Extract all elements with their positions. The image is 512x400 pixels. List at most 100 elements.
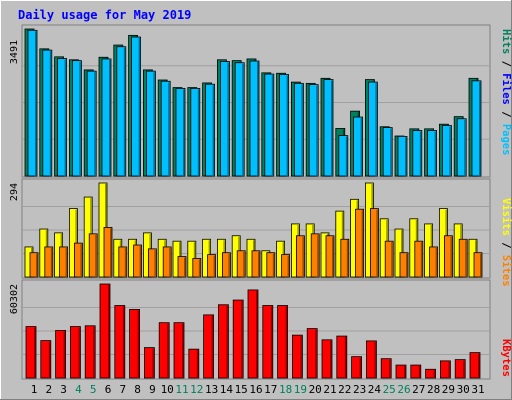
bar-sites-day-28 <box>429 246 439 278</box>
bar-sites-day-20 <box>310 233 320 278</box>
x-tick-label-day-8: 8 <box>134 383 141 396</box>
bar-shade-sites-day-14 <box>228 253 230 277</box>
bar-files-day-1 <box>27 29 38 177</box>
bar-shade-kbytes-day-25 <box>389 359 391 378</box>
bar-shade-kbytes-day-5 <box>93 326 95 378</box>
bar-sites-day-12 <box>192 258 202 278</box>
bar-kbytes-day-21 <box>321 339 333 379</box>
bar-kbytes-day-17 <box>262 305 274 379</box>
panel-hits-files-legend: Hits / Files / Pages <box>500 29 512 155</box>
bar-shade-sites-day-16 <box>258 251 260 277</box>
bar-sites-day-29 <box>443 235 453 278</box>
bar-shade-sites-day-17 <box>272 253 275 277</box>
bar-shade-files-day-20 <box>316 85 318 176</box>
bar-shade-files-day-24 <box>375 83 377 176</box>
bar-shade-sites-day-1 <box>36 253 38 277</box>
bar-kbytes-day-15 <box>232 299 244 379</box>
bar-shade-files-day-19 <box>301 84 303 176</box>
bar-files-day-17 <box>264 73 275 177</box>
bar-shade-sites-day-12 <box>198 259 201 277</box>
bar-files-day-12 <box>190 88 201 177</box>
bar-kbytes-day-8 <box>129 309 141 379</box>
x-tick-label-day-7: 7 <box>119 383 126 396</box>
bar-shade-kbytes-day-28 <box>433 370 436 378</box>
bar-sites-day-22 <box>340 238 350 278</box>
bar-files-day-21 <box>323 79 334 177</box>
x-tick-label-day-5: 5 <box>90 383 97 396</box>
x-tick-label-day-22: 22 <box>338 383 351 396</box>
bar-sites-day-14 <box>221 252 231 278</box>
bar-sites-day-15 <box>236 250 246 278</box>
bar-shade-kbytes-day-23 <box>359 357 362 378</box>
bar-kbytes-day-1 <box>25 326 37 379</box>
bar-files-day-19 <box>293 82 304 177</box>
x-tick-label-day-2: 2 <box>45 383 52 396</box>
bar-shade-sites-day-2 <box>50 247 53 277</box>
bar-sites-day-13 <box>207 254 217 278</box>
bar-sites-day-21 <box>325 235 335 278</box>
bar-shade-files-day-22 <box>345 136 348 176</box>
bar-kbytes-day-10 <box>158 322 170 379</box>
bar-shade-sites-day-21 <box>332 236 334 277</box>
x-tick-label-day-9: 9 <box>149 383 156 396</box>
bar-shade-sites-day-31 <box>480 253 482 277</box>
bar-shade-kbytes-day-16 <box>256 290 258 378</box>
panel-visits-sites-max-label: 294 <box>9 183 20 201</box>
bar-files-day-16 <box>249 60 260 177</box>
bar-shade-kbytes-day-2 <box>48 341 51 378</box>
x-tick-label-day-29: 29 <box>442 383 455 396</box>
bar-kbytes-day-30 <box>454 359 466 379</box>
bar-shade-sites-day-4 <box>80 244 82 277</box>
bar-shade-kbytes-day-9 <box>152 348 154 378</box>
bar-shade-sites-day-7 <box>124 247 127 277</box>
bar-shade-sites-day-25 <box>391 242 393 277</box>
bar-files-day-4 <box>72 60 82 177</box>
bar-shade-kbytes-day-4 <box>78 327 80 378</box>
panel-hits-files-max-label: 3491 <box>9 40 20 64</box>
x-tick-label-day-18: 18 <box>279 383 292 396</box>
bar-shade-files-day-26 <box>405 137 407 176</box>
bar-kbytes-day-22 <box>336 335 348 379</box>
bar-shade-sites-day-27 <box>420 242 423 277</box>
bar-files-day-2 <box>42 49 53 177</box>
legend-files: Files <box>500 73 512 105</box>
bar-sites-day-3 <box>59 246 68 278</box>
x-tick-label-day-24: 24 <box>368 383 382 396</box>
legend-sites: Sites <box>500 255 512 287</box>
bar-sites-day-2 <box>44 246 54 278</box>
bar-shade-sites-day-11 <box>184 257 186 277</box>
bar-shade-files-day-17 <box>271 75 274 176</box>
panel-hits-files: 3491 Hits / Files / Pages <box>9 24 512 178</box>
bar-shade-files-day-5 <box>94 72 96 176</box>
bar-shade-sites-day-29 <box>450 236 452 277</box>
bar-shade-files-day-8 <box>138 38 141 177</box>
bar-sites-day-9 <box>147 248 157 278</box>
bar-shade-kbytes-day-1 <box>34 327 36 378</box>
x-tick-label-day-16: 16 <box>249 383 262 396</box>
x-tick-label-day-26: 26 <box>397 383 410 396</box>
panel-hits-files-bars <box>24 28 482 177</box>
bar-files-day-14 <box>219 61 230 177</box>
legend-separator: / <box>500 54 512 73</box>
bar-sites-day-5 <box>88 233 98 278</box>
bar-shade-kbytes-day-31 <box>478 353 480 378</box>
bar-sites-day-27 <box>414 240 424 278</box>
bar-shade-kbytes-day-29 <box>448 361 450 378</box>
x-tick-label-day-25: 25 <box>383 383 396 396</box>
bar-kbytes-day-7 <box>114 305 126 379</box>
x-tick-label-day-12: 12 <box>190 383 203 396</box>
bar-shade-sites-day-15 <box>243 251 245 277</box>
bar-files-day-29 <box>441 125 452 177</box>
bar-files-day-25 <box>382 127 393 177</box>
x-tick-label-day-14: 14 <box>220 383 234 396</box>
bar-files-day-5 <box>86 70 97 177</box>
legend-visits: Visits <box>500 198 512 236</box>
panel-kbytes-max-label: 60302 <box>9 284 20 314</box>
panel-visits-sites-bars <box>24 182 483 278</box>
bar-shade-files-day-29 <box>449 126 451 176</box>
x-tick-label-day-3: 3 <box>60 383 67 396</box>
bar-shade-files-day-6 <box>109 59 111 176</box>
x-tick-label-day-27: 27 <box>412 383 425 396</box>
legend-separator: / <box>500 236 512 255</box>
panel-visits-sites-legend: Visits / Sites <box>500 198 512 287</box>
